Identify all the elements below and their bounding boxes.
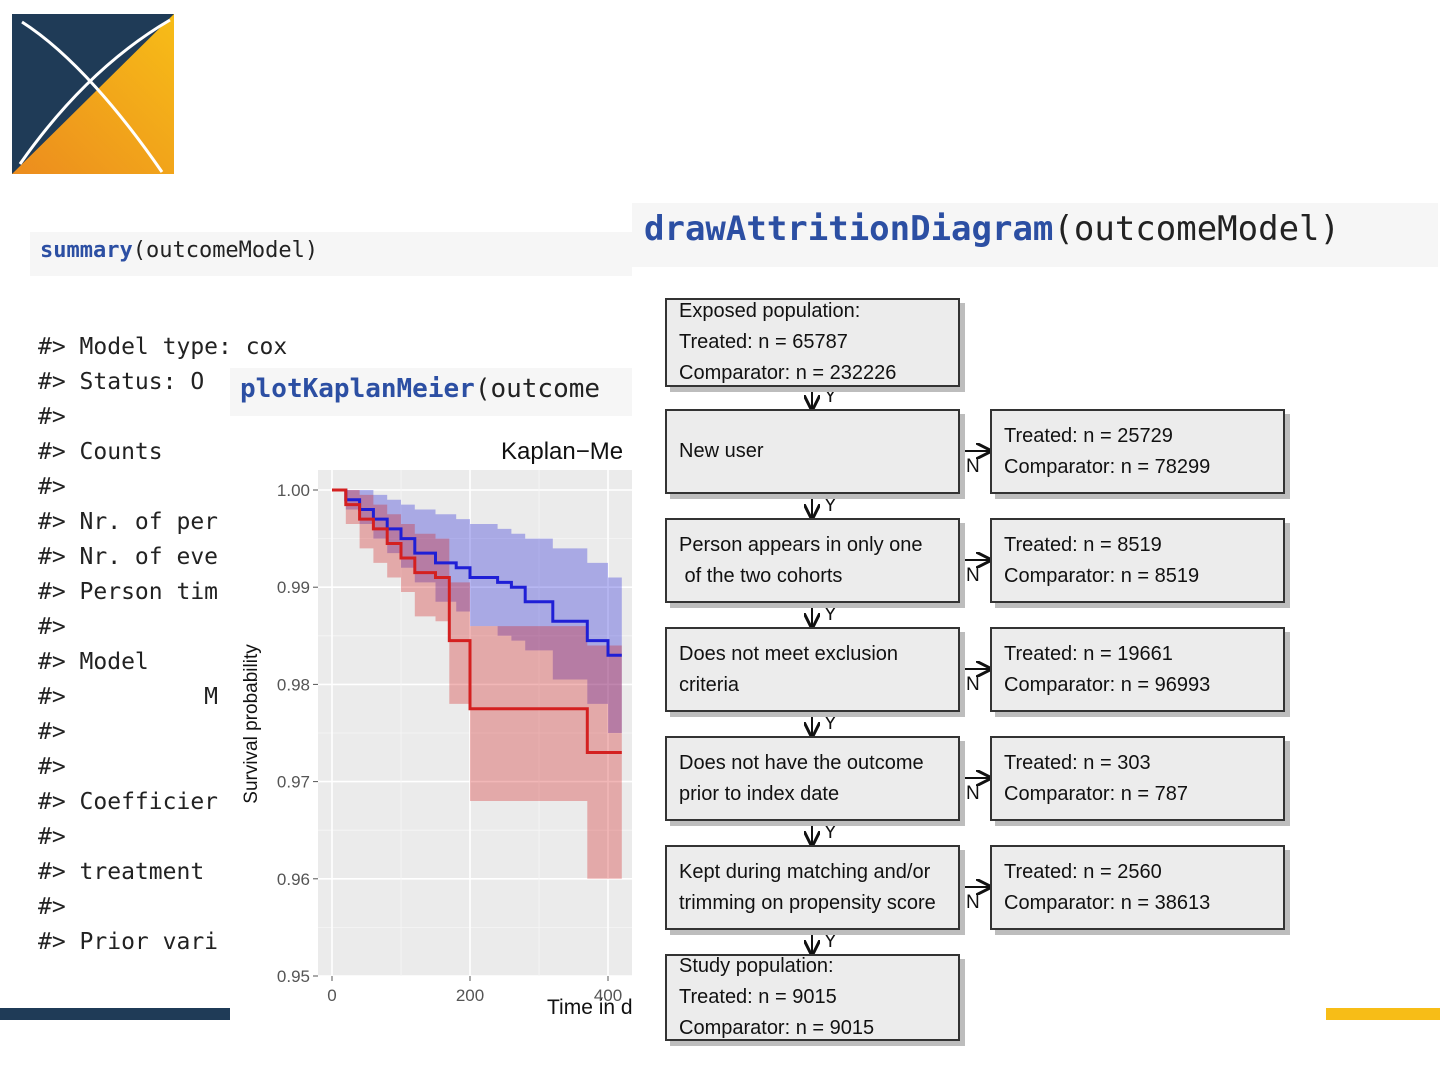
km-args: (outcome bbox=[474, 374, 601, 404]
no-label: N bbox=[966, 783, 980, 804]
summary-fn: summary bbox=[40, 238, 133, 263]
attrition-code-bar bbox=[632, 203, 1438, 267]
footer-bar-right bbox=[1326, 1008, 1440, 1020]
km-x-tick-label: 0 bbox=[327, 986, 336, 1005]
km-fn: plotKaplanMeier bbox=[240, 374, 475, 404]
removed-new-user-box: Treated: n = 25729 Comparator: n = 78299 bbox=[990, 409, 1285, 494]
km-code-bar bbox=[230, 368, 632, 416]
no-label: N bbox=[966, 892, 980, 913]
km-ci-band-0 bbox=[332, 490, 622, 733]
summary-line: #> bbox=[38, 404, 66, 430]
summary-line: #> Model type: cox bbox=[38, 334, 288, 360]
summary-line: #> Status: O bbox=[38, 369, 205, 395]
summary-line: #> bbox=[38, 474, 66, 500]
summary-line: #> Prior vari bbox=[38, 929, 219, 955]
no-label: N bbox=[966, 674, 980, 695]
summary-line: #> bbox=[38, 614, 66, 640]
summary-code-bar bbox=[30, 232, 632, 276]
summary-line: #> Counts bbox=[38, 439, 163, 465]
new-user-box: New user bbox=[665, 409, 960, 494]
summary-line: #> treatment bbox=[38, 859, 205, 885]
km-survival-line-0 bbox=[332, 488, 622, 657]
footer-bar-left bbox=[0, 1008, 230, 1020]
ohdsi-logo bbox=[12, 14, 174, 174]
yes-label: Y bbox=[824, 931, 837, 952]
km-y-tick-label: 0.98 bbox=[277, 675, 310, 694]
prior-outcome-box: Does not have the outcome prior to index… bbox=[665, 736, 960, 821]
summary-line: #> Coefficier bbox=[38, 789, 219, 815]
attrition-code: drawAttritionDiagram(outcomeModel) bbox=[644, 209, 1340, 249]
summary-line: #> bbox=[38, 754, 66, 780]
one-cohort-box: Person appears in only one of the two co… bbox=[665, 518, 960, 603]
side-arrows bbox=[960, 451, 990, 887]
summary-line: #> Person tim bbox=[38, 579, 219, 605]
exclusion-criteria-box: Does not meet exclusion criteria bbox=[665, 627, 960, 712]
summary-line: #> bbox=[38, 719, 66, 745]
km-y-tick-label: 0.99 bbox=[277, 578, 310, 597]
attrition-args: (outcomeModel) bbox=[1053, 209, 1340, 249]
attrition-fn: drawAttritionDiagram bbox=[644, 209, 1054, 249]
km-panel: plotKaplanMeier(outcome Kaplan−Me Surviv… bbox=[230, 368, 632, 1020]
removed-one-cohort-box: Treated: n = 8519 Comparator: n = 8519 bbox=[990, 518, 1285, 603]
yes-label: Y bbox=[824, 822, 837, 843]
exposed-population-box: Exposed population: Treated: n = 65787 C… bbox=[665, 298, 960, 387]
summary-line: #> Nr. of eve bbox=[38, 544, 219, 570]
summary-args: (outcomeModel) bbox=[132, 238, 319, 263]
removed-prior-outcome-box: Treated: n = 303 Comparator: n = 787 bbox=[990, 736, 1285, 821]
km-y-tick-label: 1.00 bbox=[277, 481, 310, 500]
summary-line: #> Model bbox=[38, 649, 149, 675]
km-plot: 0.95 0.96 0.97 0.98 0.99 1.00 0 200 400 bbox=[277, 470, 632, 1005]
yes-label: Y bbox=[824, 713, 837, 734]
km-chart-title: Kaplan−Me bbox=[501, 438, 624, 465]
summary-line: #> Nr. of per bbox=[38, 509, 219, 535]
km-survival-line-1 bbox=[332, 488, 622, 754]
study-population-box: Study population: Treated: n = 9015 Comp… bbox=[665, 954, 960, 1041]
km-x-tick-label: 400 bbox=[594, 986, 622, 1005]
km-y-tick-label: 0.97 bbox=[277, 773, 310, 792]
no-label: N bbox=[966, 456, 980, 477]
yes-label: Y bbox=[824, 495, 837, 516]
removed-exclusion-box: Treated: n = 19661 Comparator: n = 96993 bbox=[990, 627, 1285, 712]
km-plot-background bbox=[318, 470, 632, 976]
km-ci-band-1 bbox=[332, 490, 622, 879]
no-label: N bbox=[966, 565, 980, 586]
summary-code: summary(outcomeModel) bbox=[40, 238, 318, 263]
yes-label: Y bbox=[824, 604, 837, 625]
km-y-tick-label: 0.95 bbox=[277, 967, 310, 986]
summary-line: #> bbox=[38, 824, 66, 850]
km-x-tick-label: 200 bbox=[456, 986, 484, 1005]
yes-label: Y bbox=[824, 386, 837, 407]
km-y-tick-label: 0.96 bbox=[277, 870, 310, 889]
matching-box: Kept during matching and/or trimming on … bbox=[665, 845, 960, 930]
removed-matching-box: Treated: n = 2560 Comparator: n = 38613 bbox=[990, 845, 1285, 930]
summary-line: #> bbox=[38, 894, 66, 920]
km-code: plotKaplanMeier(outcome bbox=[240, 374, 600, 404]
summary-line: #> M bbox=[38, 684, 219, 710]
km-x-axis-label: Time in d bbox=[547, 996, 632, 1019]
